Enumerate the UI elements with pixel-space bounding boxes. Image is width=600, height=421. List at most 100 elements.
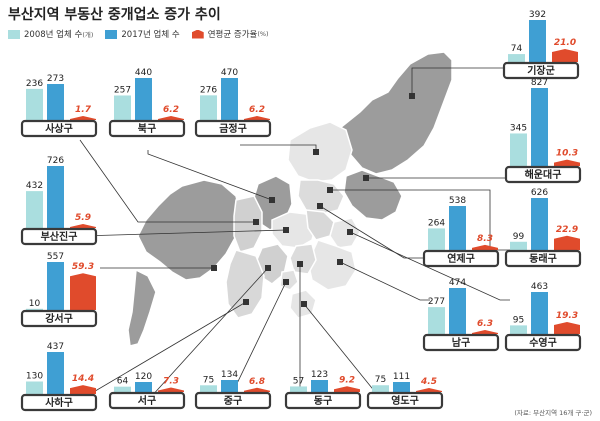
district-plate-14 (284, 391, 362, 410)
label-2017-7: 626 (531, 188, 548, 198)
map-district-suyeong (329, 217, 361, 249)
label-rate-2: 6.2 (163, 105, 179, 115)
chart-title: 부산지역 부동산 중개업소 증가 추이 (8, 7, 221, 23)
district-name-9: 남구 (452, 336, 470, 349)
map-district-dongu (289, 243, 317, 275)
district-plate-8 (20, 309, 98, 328)
label-2017-12: 120 (135, 372, 152, 382)
district-name-2: 북구 (138, 123, 156, 135)
map-district-saha (225, 249, 265, 319)
legend-2017: 2017년 업체 수 (105, 28, 180, 40)
district-name-11: 사하구 (45, 396, 73, 409)
bar-2017-13 (221, 380, 238, 392)
district-plate-7 (504, 249, 582, 268)
district-plate-5 (20, 227, 98, 246)
rate-shape-12 (158, 387, 184, 392)
label-2008-1: 236 (26, 79, 43, 89)
bar-2017-3 (221, 78, 238, 120)
label-2017-5: 726 (47, 156, 64, 166)
map-district-haeundae (343, 169, 403, 221)
bar-2008-13 (200, 385, 217, 392)
district-plate-3 (194, 119, 272, 138)
legend-2008: 2008년 업체 수 (개) (8, 28, 93, 40)
legend-rate: 연평균 증가율 (%) (191, 28, 269, 40)
label-2008-4: 345 (510, 123, 527, 133)
marker-sasang (253, 219, 259, 225)
map-district-gijang (339, 51, 453, 175)
legend-swatch-2008 (8, 29, 20, 39)
leader-bukgu (147, 150, 273, 201)
district-name-7: 동래구 (529, 252, 557, 265)
label-2017-11: 437 (47, 342, 64, 352)
label-2008-15: 75 (375, 375, 386, 385)
label-2017-3: 470 (221, 68, 238, 78)
bar-2008-9 (428, 307, 445, 334)
map-district-sasang (233, 195, 263, 253)
label-rate-11: 14.4 (72, 374, 94, 384)
district-plate-9 (422, 333, 500, 352)
rate-shape-14 (334, 386, 360, 392)
label-2008-14: 57 (293, 376, 304, 386)
label-2008-8: 10 (29, 299, 41, 309)
label-2008-12: 64 (117, 377, 129, 387)
leader-yeongdo (303, 303, 381, 399)
legend-swatch-rate (191, 29, 204, 39)
marker-yeonje (317, 203, 323, 209)
bar-2017-15 (393, 382, 410, 392)
bar-2017-7 (531, 198, 548, 250)
bar-2008-11 (26, 381, 43, 394)
bar-2017-6 (449, 206, 466, 250)
label-rate-5: 5.9 (75, 213, 91, 223)
rate-shape-10 (554, 322, 580, 334)
label-2008-2: 257 (114, 85, 131, 95)
label-rate-9: 6.3 (477, 319, 493, 329)
district-name-4: 해운대구 (525, 168, 562, 181)
bar-2008-12 (114, 386, 131, 392)
label-rate-8: 59.3 (72, 262, 94, 272)
district-name-1: 사상구 (45, 122, 73, 135)
district-name-12: 서구 (138, 394, 156, 407)
district-name-15: 영도구 (391, 394, 419, 407)
legend-swatch-2017 (105, 29, 118, 39)
label-rate-14: 9.2 (339, 375, 355, 385)
rate-shape-9 (472, 330, 498, 334)
district-name-14: 동구 (314, 395, 332, 407)
rate-shape-1 (70, 116, 96, 120)
rate-shape-2 (158, 116, 184, 120)
map-district-busanjin (271, 211, 317, 249)
bar-2017-14 (311, 380, 328, 392)
label-2008-5: 432 (26, 181, 43, 191)
district-name-8: 강서구 (45, 312, 73, 325)
bar-2008-14 (290, 386, 307, 392)
rate-shape-6 (472, 244, 498, 250)
marker-gangseo (211, 265, 217, 271)
bar-2017-0 (529, 20, 546, 62)
bar-2017-9 (449, 288, 466, 334)
leader-busanjin (79, 229, 287, 237)
bar-2008-8 (26, 308, 43, 310)
label-2008-10: 95 (513, 315, 524, 325)
legend: 2008년 업체 수 (개) 2017년 업체 수 연평균 증가율 (%) (8, 27, 269, 41)
marker-suyeong (347, 229, 353, 235)
source-note: (자료: 부산지역 16개 구·군) (514, 409, 592, 417)
bar-2008-4 (510, 133, 527, 166)
marker-busanjin (283, 227, 289, 233)
rate-shape-13 (244, 387, 270, 392)
bar-2008-5 (26, 191, 43, 228)
leader-dongnae (330, 189, 510, 251)
map-district-gangseo-island (127, 268, 157, 347)
bar-2008-15 (372, 385, 389, 392)
leader-junggu (229, 281, 287, 399)
bar-2008-0 (508, 54, 525, 62)
bar-2008-6 (428, 228, 445, 250)
bar-2017-5 (47, 166, 64, 228)
label-rate-13: 6.8 (249, 377, 265, 387)
marker-dongu (297, 261, 303, 267)
bar-2017-1 (47, 84, 64, 120)
district-name-3: 금정구 (219, 122, 247, 135)
marker-seogu (265, 265, 271, 271)
label-rate-1: 1.7 (75, 105, 92, 115)
leader-seogu (149, 267, 269, 399)
bar-2008-7 (510, 241, 527, 250)
bar-2017-2 (135, 78, 152, 120)
